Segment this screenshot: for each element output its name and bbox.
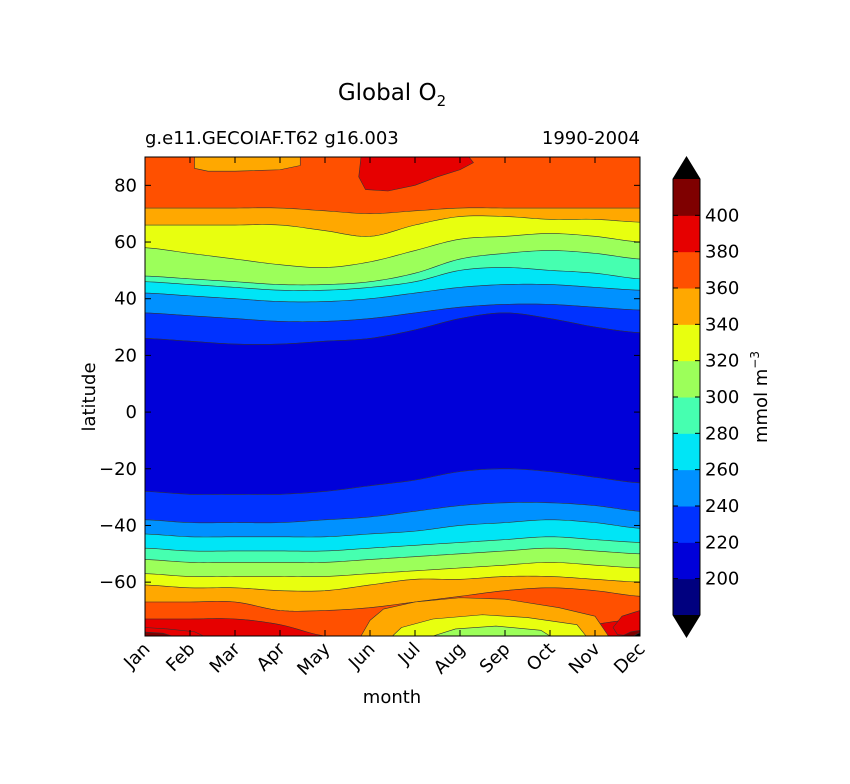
colorbar-extend-min xyxy=(673,615,700,637)
chart-title-subscript: 2 xyxy=(437,92,447,110)
colorbar-tick-label: 280 xyxy=(705,423,739,444)
chart-title-text: Global O xyxy=(338,80,437,106)
contour-line xyxy=(145,468,640,495)
colorbar-tick-label: 240 xyxy=(705,496,739,517)
plot-frame xyxy=(144,156,641,637)
colorbar-band xyxy=(673,179,700,216)
contour-line xyxy=(145,536,640,552)
colorbar: 200 220 240 260 280 300 320 340 360 380 400 xyxy=(672,156,739,638)
colorbar-tick-label: 360 xyxy=(705,278,739,299)
x-tick-label: Jul xyxy=(394,639,425,670)
colorbar-tick-label: 320 xyxy=(705,351,739,372)
contour-line xyxy=(145,207,640,214)
y-tick-label: 0 xyxy=(126,402,137,423)
colorbar-tick-label: 200 xyxy=(705,569,739,590)
contour-line xyxy=(145,562,640,577)
contour-blob xyxy=(145,631,173,636)
contour-line xyxy=(145,547,640,563)
chart-subtitle-left: g.e11.GECOIAF.T62 g16.003 xyxy=(145,128,399,149)
x-tick-label: Nov xyxy=(565,638,605,678)
x-tick-label: Sep xyxy=(476,639,515,678)
colorbar-tick-label: 380 xyxy=(705,242,739,263)
colorbar-tick-label: 300 xyxy=(705,387,739,408)
colorbar-label: mmol m−3 xyxy=(748,351,772,443)
colorbar-band xyxy=(673,506,700,543)
contour-blob xyxy=(632,632,640,636)
y-tick-label: 60 xyxy=(114,232,137,253)
chart-subtitle-right: 1990-2004 xyxy=(542,128,640,149)
x-tick-label: Jan xyxy=(119,639,154,674)
y-tick-label: 80 xyxy=(114,175,137,196)
x-tick-label: Oct xyxy=(523,639,560,676)
colorbar-band xyxy=(673,433,700,471)
contour-line xyxy=(145,250,640,286)
x-tick-label: May xyxy=(293,638,334,679)
contour-line xyxy=(145,587,640,612)
colorbar-band xyxy=(673,215,700,253)
x-tick-label: Mar xyxy=(206,638,245,677)
colorbar-band xyxy=(673,397,700,434)
colorbar-label-superscript: −3 xyxy=(748,351,762,369)
contour-blob xyxy=(612,610,640,636)
colorbar-band xyxy=(673,469,700,507)
colorbar-band xyxy=(673,324,700,362)
chart-title: Global O2 xyxy=(338,80,446,110)
y-tick-label: −20 xyxy=(99,459,137,480)
contour-line xyxy=(145,502,640,524)
colorbar-band xyxy=(673,578,700,616)
contour-line xyxy=(145,519,640,538)
contour-line xyxy=(145,267,640,291)
colorbar-tick-label: 260 xyxy=(705,460,739,481)
x-tick-label: Aug xyxy=(430,639,470,679)
colorbar-band xyxy=(673,288,700,325)
colorbar-tick-label: 400 xyxy=(705,205,739,226)
x-tick-label: Jun xyxy=(344,639,379,674)
y-axis-label: latitude xyxy=(79,362,100,431)
colorbar-label-text: mmol m xyxy=(751,369,772,443)
y-axis: 80 60 40 20 0 −20 −40 −60 xyxy=(99,175,640,593)
x-tick-label: Dec xyxy=(610,639,649,678)
colorbar-band xyxy=(673,542,700,580)
colorbar-band xyxy=(673,360,700,398)
contour-fill xyxy=(145,157,640,636)
colorbar-tick-label: 220 xyxy=(705,532,739,553)
contour-line xyxy=(145,215,640,237)
colorbar-tick-label: 340 xyxy=(705,314,739,335)
contour-blob xyxy=(432,625,551,636)
colorbar-extend-max xyxy=(673,157,700,179)
contour-line xyxy=(145,303,640,323)
contour-line xyxy=(145,233,640,268)
contour-line xyxy=(145,283,640,303)
x-tick-label: Apr xyxy=(253,638,290,675)
colorbar-outline xyxy=(672,156,701,638)
contour-blob xyxy=(358,157,474,192)
contour-blob xyxy=(194,157,301,172)
x-axis-label: month xyxy=(363,687,421,708)
y-tick-label: 20 xyxy=(114,345,137,366)
colorbar-band xyxy=(673,251,700,289)
y-tick-label: −60 xyxy=(99,572,137,593)
y-tick-label: −40 xyxy=(99,515,137,536)
y-tick-label: 40 xyxy=(114,289,137,310)
contour-line xyxy=(145,312,640,345)
x-tick-label: Feb xyxy=(162,639,199,676)
contour-line xyxy=(145,575,640,592)
